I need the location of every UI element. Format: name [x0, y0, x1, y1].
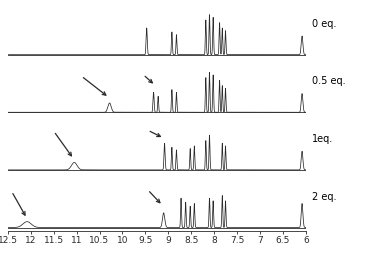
Text: 1eq.: 1eq. [312, 134, 333, 144]
Text: 2 eq.: 2 eq. [312, 192, 336, 202]
Text: 0 eq.: 0 eq. [312, 19, 336, 29]
Text: 0.5 eq.: 0.5 eq. [312, 76, 345, 87]
